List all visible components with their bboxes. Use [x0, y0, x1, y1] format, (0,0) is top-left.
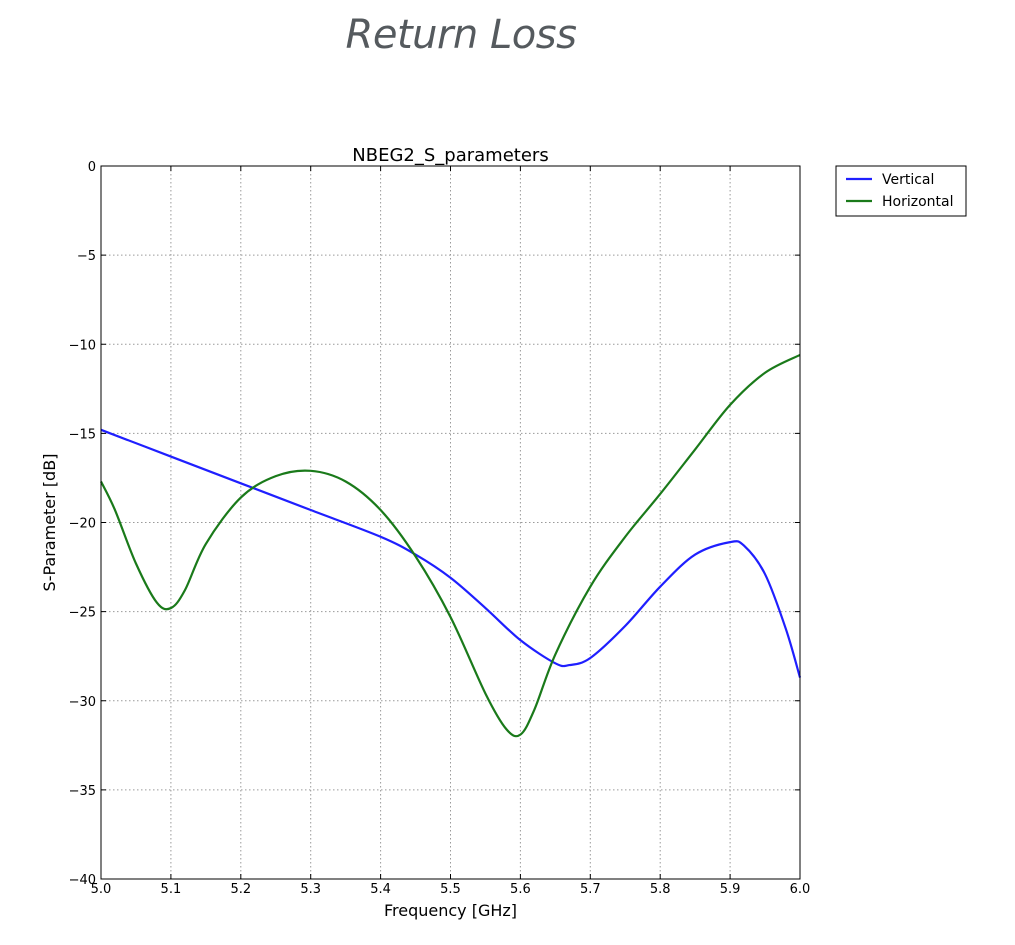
x-tick-label: 5.3 — [300, 882, 321, 897]
x-tick-label: 5.2 — [230, 882, 251, 897]
y-tick-label: −35 — [69, 784, 96, 799]
y-tick-label: −5 — [77, 249, 96, 264]
x-tick-label: 5.9 — [720, 882, 741, 897]
x-tick-label: 5.1 — [161, 882, 182, 897]
y-axis-label: S-Parameter [dB] — [40, 454, 59, 592]
page-heading: Return Loss — [345, 12, 577, 58]
x-tick-label: 5.5 — [440, 882, 461, 897]
x-tick-label: 5.4 — [370, 882, 391, 897]
y-tick-label: 0 — [88, 160, 96, 175]
legend-label-vertical: Vertical — [882, 172, 934, 188]
series-layer — [100, 353, 802, 738]
x-tick-label: 5.0 — [91, 882, 112, 897]
x-tick-label: 5.7 — [580, 882, 601, 897]
y-tick-label: −30 — [69, 695, 96, 710]
x-axis-label: Frequency [GHz] — [384, 901, 517, 920]
legend-label-horizontal: Horizontal — [882, 194, 953, 210]
y-tick-label: −10 — [69, 338, 96, 353]
y-tick-label: −25 — [69, 606, 96, 621]
legend: Vertical Horizontal — [835, 165, 967, 217]
y-tick-label: −40 — [69, 873, 96, 888]
grid-layer — [100, 165, 801, 880]
x-tick-label: 5.8 — [650, 882, 671, 897]
x-tick-label: 6.0 — [790, 882, 811, 897]
chart-title: NBEG2_S_parameters — [352, 145, 548, 166]
series-line-horizontal — [100, 353, 801, 738]
y-tick-label: −15 — [69, 427, 96, 442]
tick-layer: 5.0 5.1 5.2 5.3 5.4 5.5 5.6 5.7 5.8 5.9 6.0 0 −5 −10 −… — [69, 160, 811, 897]
series-line-vertical — [100, 428, 802, 678]
x-tick-label: 5.6 — [510, 882, 531, 897]
y-tick-label: −20 — [69, 517, 96, 532]
legend-box — [835, 165, 967, 217]
